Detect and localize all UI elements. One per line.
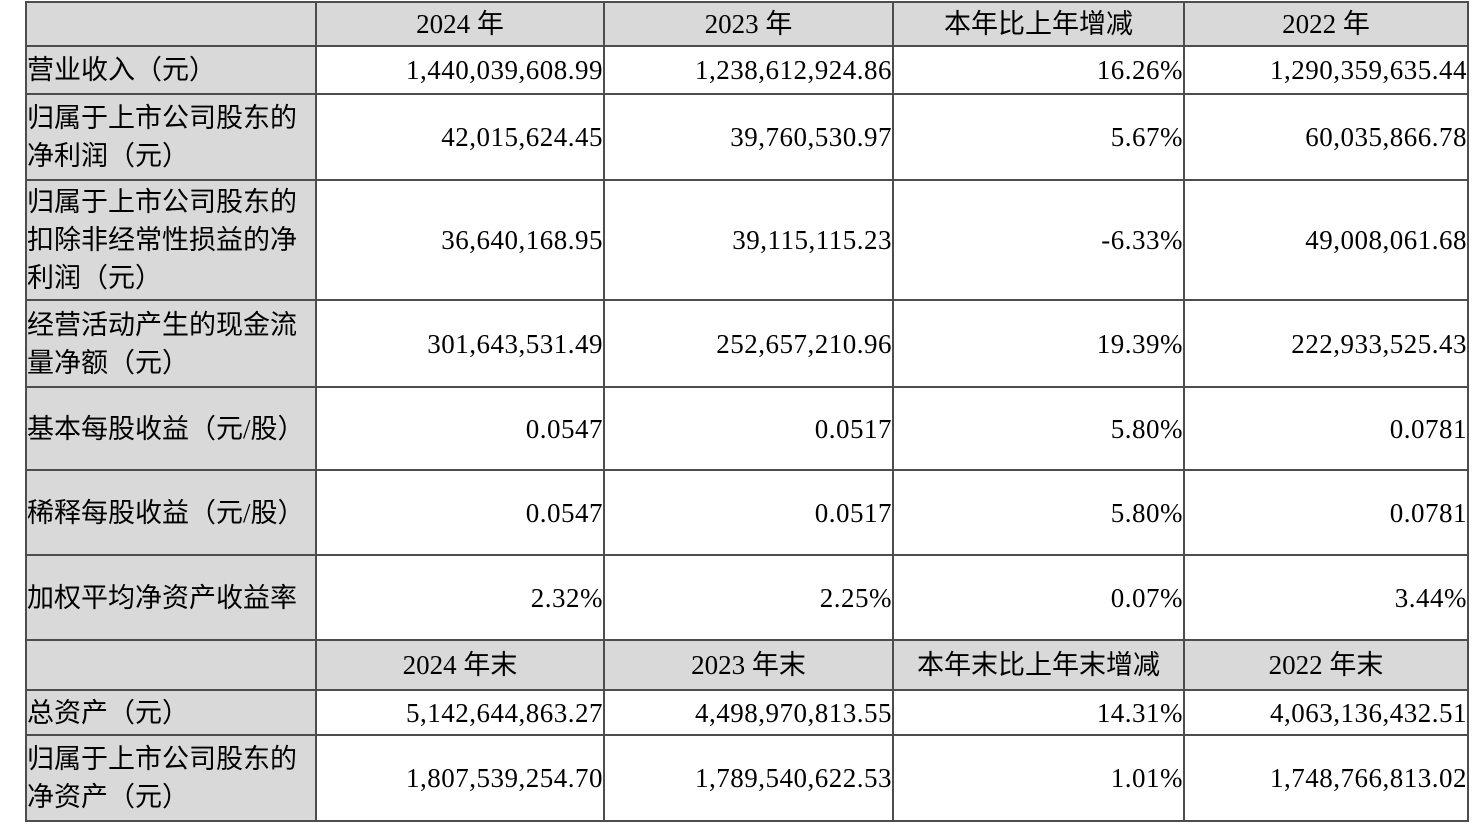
row-label: 加权平均净资产收益率 — [25, 554, 317, 641]
row-label: 营业收入（元） — [25, 45, 317, 95]
value-yoy-change: 5.80% — [892, 469, 1185, 556]
header-2024-year-end: 2024 年末 — [315, 639, 605, 691]
value-2024: 42,015,624.45 — [315, 93, 605, 181]
value-yoy-change: 1.01% — [892, 734, 1185, 822]
table-row-net-profit-attributable: 归属于上市公司股东的净利润（元） 42,015,624.45 39,760,53… — [25, 93, 1469, 181]
value-2022: 1,748,766,813.02 — [1183, 734, 1469, 822]
value-2022: 4,063,136,432.51 — [1183, 689, 1469, 736]
value-yoy-change: -6.33% — [892, 179, 1185, 301]
value-2024: 5,142,644,863.27 — [315, 689, 605, 736]
value-2023: 1,238,612,924.86 — [603, 45, 894, 95]
value-yoy-change: 16.26% — [892, 45, 1185, 95]
value-2022: 49,008,061.68 — [1183, 179, 1469, 301]
value-2022: 3.44% — [1183, 554, 1469, 641]
value-2023: 252,657,210.96 — [603, 299, 894, 388]
table-row-total-assets: 总资产（元） 5,142,644,863.27 4,498,970,813.55… — [25, 689, 1469, 736]
value-yoy-change: 5.67% — [892, 93, 1185, 181]
value-2024: 1,807,539,254.70 — [315, 734, 605, 822]
value-yoy-change: 19.39% — [892, 299, 1185, 388]
table-row-operating-cash-flow: 经营活动产生的现金流量净额（元） 301,643,531.49 252,657,… — [25, 299, 1469, 388]
value-2022: 0.0781 — [1183, 386, 1469, 471]
row-label: 归属于上市公司股东的净资产（元） — [25, 734, 317, 822]
header-2024: 2024 年 — [315, 1, 605, 47]
financial-summary-table: 2024 年 2023 年 本年比上年增减 2022 年 营业收入（元） 1,4… — [25, 1, 1469, 822]
key-accounting-data-table: 2024 年 2023 年 本年比上年增减 2022 年 营业收入（元） 1,4… — [25, 1, 1469, 822]
value-2024: 0.0547 — [315, 469, 605, 556]
row-label: 归属于上市公司股东的扣除非经常性损益的净利润（元） — [25, 179, 317, 301]
value-2022: 1,290,359,635.44 — [1183, 45, 1469, 95]
value-2024: 0.0547 — [315, 386, 605, 471]
value-2024: 1,440,039,608.99 — [315, 45, 605, 95]
header-2023: 2023 年 — [603, 1, 894, 47]
table-header-row-year-end: 2024 年末 2023 年末 本年末比上年末增减 2022 年末 — [25, 639, 1469, 691]
header-year-end-change: 本年末比上年末增减 — [892, 639, 1185, 691]
row-label: 经营活动产生的现金流量净额（元） — [25, 299, 317, 388]
value-yoy-change: 0.07% — [892, 554, 1185, 641]
table-row-net-profit-excl-nonrecurring: 归属于上市公司股东的扣除非经常性损益的净利润（元） 36,640,168.95 … — [25, 179, 1469, 301]
table-row-operating-revenue: 营业收入（元） 1,440,039,608.99 1,238,612,924.8… — [25, 45, 1469, 95]
table-row-basic-eps: 基本每股收益（元/股） 0.0547 0.0517 5.80% 0.0781 — [25, 386, 1469, 471]
header-2023-year-end: 2023 年末 — [603, 639, 894, 691]
value-2023: 2.25% — [603, 554, 894, 641]
row-label: 总资产（元） — [25, 689, 317, 736]
value-2023: 1,789,540,622.53 — [603, 734, 894, 822]
header-2022-year-end: 2022 年末 — [1183, 639, 1469, 691]
header-2022: 2022 年 — [1183, 1, 1469, 47]
value-2023: 0.0517 — [603, 386, 894, 471]
value-2022: 0.0781 — [1183, 469, 1469, 556]
value-2022: 222,933,525.43 — [1183, 299, 1469, 388]
table-row-weighted-avg-roe: 加权平均净资产收益率 2.32% 2.25% 0.07% 3.44% — [25, 554, 1469, 641]
table-row-diluted-eps: 稀释每股收益（元/股） 0.0547 0.0517 5.80% 0.0781 — [25, 469, 1469, 556]
value-yoy-change: 5.80% — [892, 386, 1185, 471]
value-yoy-change: 14.31% — [892, 689, 1185, 736]
row-label: 归属于上市公司股东的净利润（元） — [25, 93, 317, 181]
value-2023: 4,498,970,813.55 — [603, 689, 894, 736]
value-2022: 60,035,866.78 — [1183, 93, 1469, 181]
table-row-net-assets-attributable: 归属于上市公司股东的净资产（元） 1,807,539,254.70 1,789,… — [25, 734, 1469, 822]
value-2024: 2.32% — [315, 554, 605, 641]
value-2023: 39,115,115.23 — [603, 179, 894, 301]
header-yoy-change: 本年比上年增减 — [892, 1, 1185, 47]
row-label: 稀释每股收益（元/股） — [25, 469, 317, 556]
value-2024: 36,640,168.95 — [315, 179, 605, 301]
header-empty-cell — [25, 639, 317, 691]
row-label: 基本每股收益（元/股） — [25, 386, 317, 471]
table-header-row-annual: 2024 年 2023 年 本年比上年增减 2022 年 — [25, 1, 1469, 47]
value-2023: 39,760,530.97 — [603, 93, 894, 181]
header-empty-cell — [25, 1, 317, 47]
value-2023: 0.0517 — [603, 469, 894, 556]
value-2024: 301,643,531.49 — [315, 299, 605, 388]
